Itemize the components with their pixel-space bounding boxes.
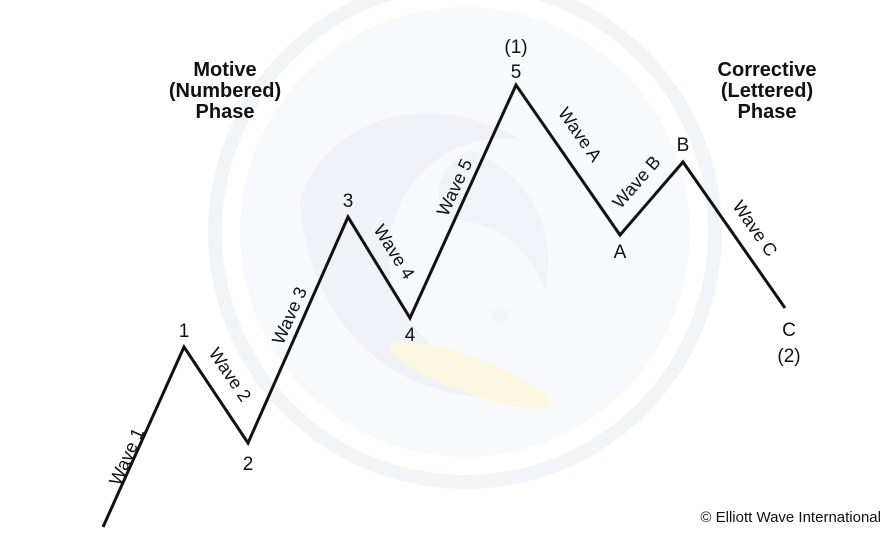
wave-label-1: Wave 1: [105, 425, 148, 488]
corrective-phase-line3: Phase: [738, 101, 797, 123]
corrective-phase-line1: Corrective: [718, 59, 817, 81]
wave-path: [101, 81, 787, 528]
point-label-b: B: [677, 135, 690, 156]
point-label-c: C: [782, 320, 796, 341]
point-label-a: A: [614, 242, 627, 263]
corrective-phase-line2: (Lettered): [721, 80, 813, 102]
corrective-phase-heading: Corrective (Lettered) Phase: [718, 59, 817, 123]
point-label-1: 1: [179, 321, 190, 342]
motive-phase-line2: (Numbered): [169, 80, 281, 102]
motive-phase-line1: Motive: [193, 59, 256, 81]
point-label-4: 4: [405, 325, 416, 346]
copyright-notice: © Elliott Wave International: [700, 509, 881, 526]
watermark-logo: [208, 0, 722, 489]
point-label-5: 5: [511, 62, 522, 83]
point-label-c-degree: (2): [777, 346, 800, 367]
point-label-2: 2: [243, 454, 254, 475]
motive-phase-heading: Motive (Numbered) Phase: [169, 59, 281, 123]
wave-label-c: Wave C: [729, 197, 782, 260]
point-label-3: 3: [343, 191, 354, 212]
point-label-5-degree: (1): [504, 37, 527, 58]
motive-phase-line3: Phase: [196, 101, 255, 123]
